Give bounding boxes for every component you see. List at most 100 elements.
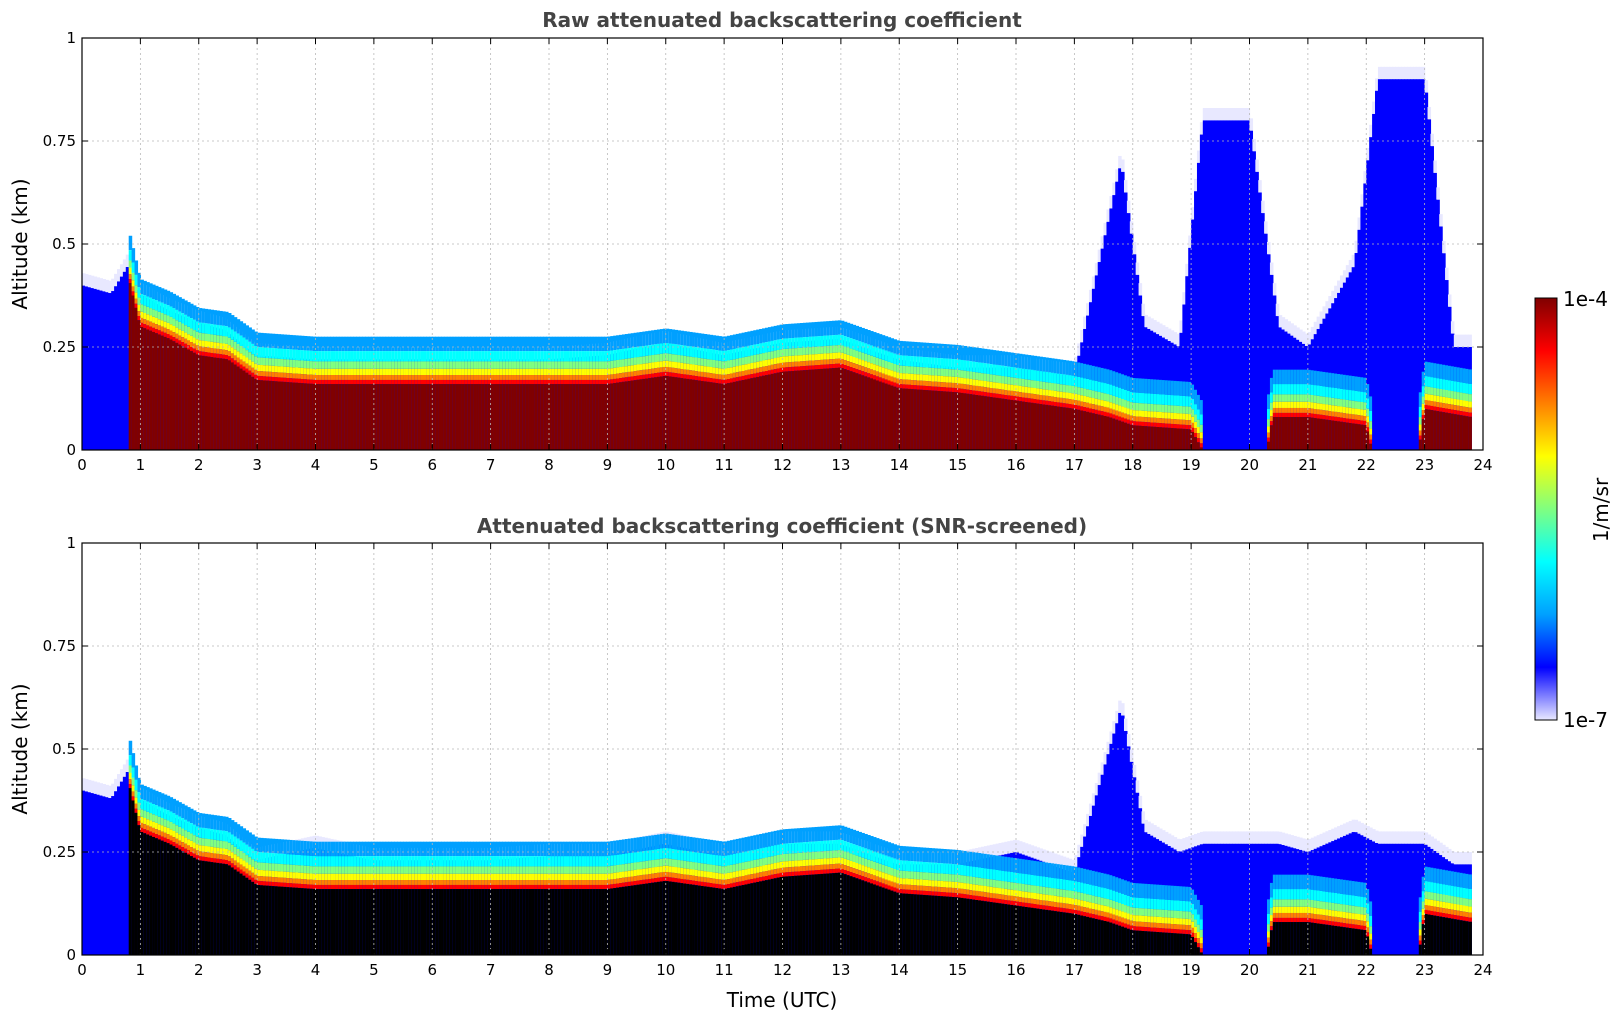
- heatmap-core-screened: [423, 889, 428, 955]
- heatmap-core-screened: [300, 888, 305, 955]
- heatmap-band-raw: [785, 324, 789, 339]
- heatmap-band-raw: [388, 368, 392, 376]
- heatmap-band-screened: [134, 790, 139, 798]
- heatmap-band-raw: [662, 371, 667, 377]
- heatmap-band-raw: [703, 334, 708, 349]
- heatmap-band-raw: [575, 336, 579, 352]
- heatmap-band-raw: [297, 349, 302, 361]
- heatmap-band-raw: [718, 350, 722, 361]
- heatmap-band-raw: [1339, 417, 1344, 422]
- heatmap-band-screened: [149, 788, 153, 803]
- heatmap-core-raw: [697, 380, 702, 450]
- heatmap-band-screened: [198, 813, 203, 828]
- heatmap-band-raw: [201, 308, 206, 323]
- heatmap-band-raw: [613, 360, 617, 368]
- heatmap-band-raw: [449, 375, 454, 380]
- heatmap-band-raw: [1045, 382, 1049, 390]
- heatmap-band-raw: [140, 294, 144, 305]
- heatmap-band-raw: [373, 375, 378, 380]
- heatmap-core-raw: [601, 384, 606, 450]
- heatmap-band-raw: [759, 372, 763, 377]
- heatmap-band-raw: [805, 360, 810, 366]
- heatmap-band-raw: [405, 361, 410, 369]
- heatmap-band-screened: [268, 876, 273, 882]
- heatmap-band-raw: [581, 379, 585, 385]
- heatmap-band-raw: [1307, 413, 1312, 418]
- heatmap-halo-raw: [1226, 108, 1230, 121]
- heatmap-core-screened: [411, 889, 416, 955]
- heatmap-band-raw: [286, 378, 290, 383]
- heatmap-band-screened: [189, 808, 194, 824]
- heatmap-band-raw: [648, 330, 652, 346]
- heatmap-band-raw: [1185, 413, 1189, 421]
- heatmap-band-raw: [633, 371, 638, 377]
- heatmap-band-raw: [890, 381, 895, 386]
- heatmap-band-raw: [1345, 418, 1350, 423]
- heatmap-band-raw: [546, 361, 550, 369]
- heatmap-core-raw: [260, 380, 264, 450]
- heatmap-core-raw: [756, 376, 760, 450]
- heatmap-halo-raw: [1132, 241, 1137, 255]
- heatmap-band-raw: [1447, 409, 1452, 414]
- heatmap-band-raw: [727, 360, 731, 368]
- heatmap-band-raw: [341, 379, 346, 385]
- heatmap-core-raw: [1287, 417, 1291, 450]
- heatmap-cell-raw: [108, 293, 112, 450]
- heatmap-band-raw: [1176, 424, 1181, 429]
- heatmap-core-raw: [1188, 429, 1192, 450]
- heatmap-band-screened: [403, 856, 407, 867]
- heatmap-band-raw: [624, 366, 629, 373]
- heatmap-band-raw: [943, 376, 947, 383]
- heatmap-band-raw: [607, 374, 611, 380]
- heatmap-band-raw: [934, 381, 938, 387]
- heatmap-core-raw: [910, 389, 915, 450]
- heatmap-band-raw: [767, 365, 772, 371]
- heatmap-core-screened: [166, 843, 171, 955]
- heatmap-band-screened: [187, 845, 191, 851]
- heatmap-cell-raw: [1410, 79, 1414, 450]
- heatmap-core-raw: [394, 384, 398, 450]
- heatmap-band-raw: [1302, 401, 1306, 408]
- heatmap-band-raw: [940, 382, 944, 388]
- heatmap-core-raw: [519, 384, 524, 450]
- heatmap-band-raw: [1369, 439, 1373, 444]
- heatmap-band-raw: [1188, 420, 1192, 426]
- heatmap-band-screened: [315, 841, 320, 857]
- heatmap-band-raw: [1153, 393, 1157, 405]
- heatmap-band-raw: [566, 351, 571, 362]
- heatmap-band-raw: [1433, 377, 1437, 388]
- heatmap-band-raw: [928, 386, 932, 391]
- heatmap-band-screened: [411, 856, 416, 867]
- heatmap-band-raw: [1164, 418, 1169, 424]
- heatmap-band-raw: [292, 378, 296, 383]
- heatmap-band-raw: [852, 356, 857, 364]
- heatmap-band-raw: [1468, 369, 1472, 384]
- heatmap-band-raw: [826, 345, 830, 354]
- heatmap-band-raw: [487, 368, 492, 376]
- heatmap-band-raw: [1118, 397, 1122, 406]
- heatmap-band-raw: [1269, 410, 1274, 417]
- heatmap-band-raw: [271, 376, 276, 382]
- heatmap-band-raw: [1453, 410, 1458, 415]
- heatmap-core-screened: [143, 833, 147, 955]
- heatmap-band-raw: [940, 387, 944, 392]
- heatmap-band-raw: [1121, 374, 1125, 389]
- heatmap-band-raw: [1337, 412, 1341, 418]
- heatmap-band-raw: [1275, 407, 1280, 413]
- heatmap-band-raw: [747, 331, 751, 346]
- heatmap-band-screened: [368, 884, 372, 890]
- heatmap-core-raw: [225, 359, 229, 450]
- heatmap-core-raw: [1074, 409, 1078, 450]
- heatmap-band-raw: [295, 373, 299, 379]
- heatmap-core-raw: [455, 384, 460, 450]
- heatmap-band-raw: [837, 320, 842, 335]
- y-axis-label-raw: Altitude (km): [8, 178, 32, 309]
- heatmap-band-screened: [382, 873, 387, 881]
- heatmap-band-raw: [1433, 406, 1437, 411]
- heatmap-halo-raw: [1103, 222, 1108, 236]
- heatmap-band-raw: [1351, 419, 1356, 424]
- heatmap-core-raw: [773, 373, 778, 450]
- heatmap-core-raw: [1164, 427, 1169, 450]
- heatmap-core-raw: [855, 373, 859, 450]
- heatmap-band-raw: [330, 351, 334, 362]
